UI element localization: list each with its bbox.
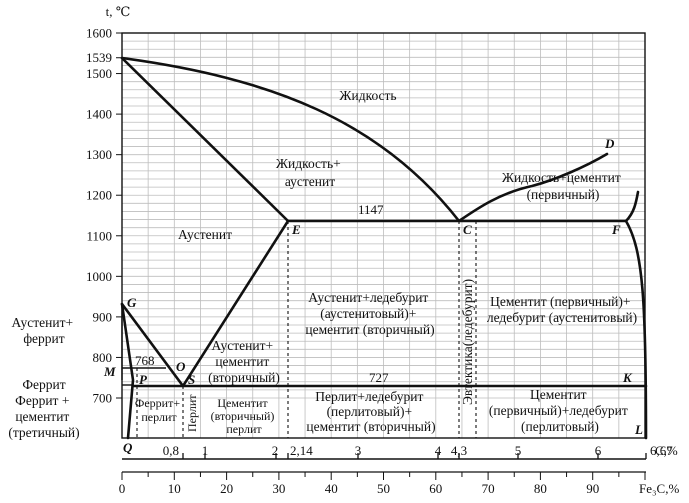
fe3c-tick-label: 20 [220,481,233,496]
point-c: C [463,222,472,237]
carbon-tick-label: 6 [595,443,602,458]
point-m: M [103,364,116,379]
point-o: O [176,359,186,374]
carbon-tick-label: 2,14 [290,443,313,458]
region-cementite-ledeburite-pearlitic: Цементит (первичный)+ледебурит (перлитов… [489,387,631,434]
composition-dashed-lines [136,221,477,438]
acm-line-es [181,219,290,388]
y-tick-label: 1100 [86,228,112,243]
fe3c-axis-label: Fe₃C,% [639,481,679,496]
solidus-line-ae [120,56,290,223]
region-austenite-ledeburite: Аустенит+ледебурит (аустенитовый)+ цемен… [305,290,434,337]
liquidus-line-cd [457,152,609,223]
carbon-axis-label: C,% [655,443,678,458]
value-1147: 1147 [358,202,384,217]
fe3c-tick-label: 80 [534,481,547,496]
y-axis-label: t, ℃ [106,4,131,19]
point-e: E [291,222,301,237]
region-liquid-cementite: Жидкость+цементит (первичный) [502,170,624,202]
line-gp [120,302,135,440]
bottom-axes: 0,8 1 2 2,14 3 4 4,3 5 6 6,67 C,% 0 10 20 30 40 50 60 70… [119,443,680,496]
region-liquid-austenite: Жидкость+ аустенит [276,156,344,189]
y-tick-label: 800 [93,350,113,365]
point-f: F [611,222,621,237]
temperature-values: 1147 768 727 [135,202,389,385]
phase-boundaries [120,56,648,440]
fe3c-tick-label: 30 [272,481,285,496]
fe3c-tick-label: 0 [119,481,126,496]
region-austenite: Аустенит [178,227,232,242]
value-727: 727 [369,370,389,385]
carbon-tick-label: 3 [355,443,362,458]
fe3c-tick-label: 60 [429,481,442,496]
region-ferrite-cementite: Феррит + цементит (третичный) [8,393,79,440]
point-g: G [127,295,137,310]
y-tick-label: 700 [93,391,113,406]
fe3c-tick-label: 40 [325,481,338,496]
region-cementite-secondary-pearlite: Цементит (вторичный) перлит [211,396,278,436]
point-letters: D E C F G O S M P K Q L [103,136,643,455]
y-tick-label: 1000 [86,269,112,284]
fe3c-tick-label: 70 [482,481,495,496]
fe3c-tick-label: 50 [377,481,390,496]
point-p: P [139,372,148,387]
region-austenite-cementite: Аустенит+ цементит (вторичный) [208,338,280,385]
carbon-tick-label: 5 [515,443,522,458]
region-liquid: Жидкость [339,88,396,103]
carbon-tick-label: 0,8 [163,443,179,458]
cementite-line-df [624,190,640,223]
point-l: L [634,422,643,437]
point-q: Q [123,440,133,455]
carbon-tick-label: 4 [435,443,442,458]
y-tick-label: 1400 [86,107,112,122]
carbon-tick-label: 6,67 [650,443,673,458]
region-cementite-ledeburite-austenitic: Цементит (первичный)+ ледебурит (аустени… [487,294,637,325]
region-pearlite-ledeburite: Перлит+ледебурит (перлитовый)+ цементит … [306,389,435,434]
carbon-tick-label: 1 [202,443,209,458]
fe3c-tick-label: 90 [586,481,599,496]
carbon-tick-label: 2 [272,443,279,458]
liquidus-line-ac [120,56,461,223]
y-tick-label: 1500 [86,66,112,81]
region-ferrite: Феррит [22,377,65,392]
region-ferrite-pearlite: Феррит+ перлит [135,396,183,424]
a3-line-gs [120,302,185,388]
region-pearlite: Перлит [185,394,199,432]
y-tick-label: 1200 [86,188,112,203]
y-tick-label: 1600 [86,26,112,41]
value-768: 768 [135,353,155,368]
region-labels: Жидкость Жидкость+ аустенит Жидкость+цем… [8,88,637,440]
grid [121,32,646,438]
point-s: S [188,372,195,387]
carbon-tick-label: 4,3 [451,443,467,458]
point-d: D [604,136,615,151]
fe3c-tick-label: 10 [168,481,181,496]
region-austenite-ferrite: Аустенит+ феррит [11,315,76,346]
y-tick-label: 900 [93,309,113,324]
y-tick-label: 1539 [86,50,112,65]
point-k: K [622,370,633,385]
region-eutectic: Эвтектика(ледебурит) [460,279,475,405]
cementite-line-fl [624,219,648,440]
y-tick-label: 1300 [86,147,112,162]
